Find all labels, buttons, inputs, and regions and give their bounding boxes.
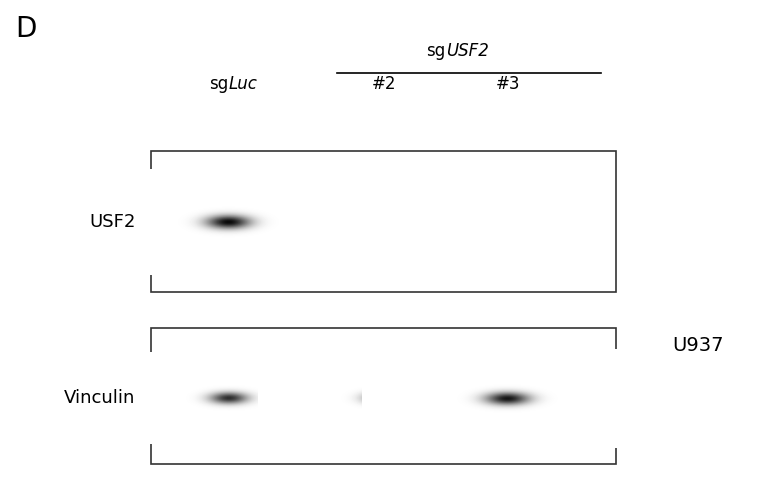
Text: USF2: USF2 <box>446 42 488 60</box>
Text: sg: sg <box>209 75 229 93</box>
Bar <box>151 328 616 464</box>
Text: #2: #2 <box>371 75 396 93</box>
Text: U937: U937 <box>672 336 723 355</box>
Text: D: D <box>16 15 37 43</box>
Text: Vinculin: Vinculin <box>64 390 136 407</box>
Bar <box>151 151 616 292</box>
Text: sg: sg <box>426 42 446 60</box>
Text: USF2: USF2 <box>89 213 136 231</box>
Text: Luc: Luc <box>229 75 257 93</box>
Text: #3: #3 <box>495 75 520 93</box>
